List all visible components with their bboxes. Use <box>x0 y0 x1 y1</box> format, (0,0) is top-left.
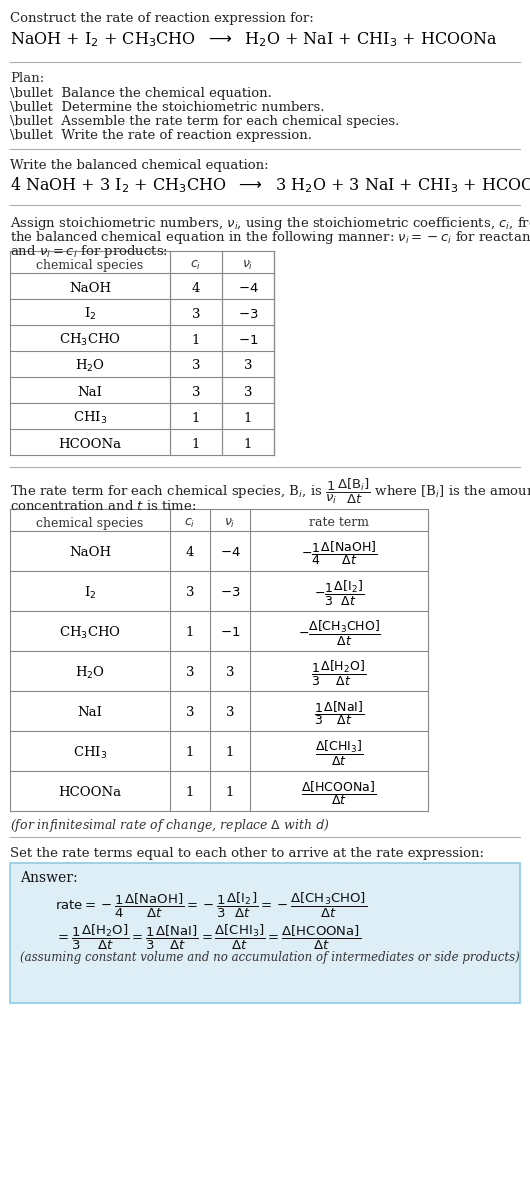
Text: $\dfrac{\Delta[\mathrm{CHI_3}]}{\Delta t}$: $\dfrac{\Delta[\mathrm{CHI_3}]}{\Delta t… <box>315 738 363 767</box>
Text: \bullet  Balance the chemical equation.: \bullet Balance the chemical equation. <box>10 87 272 100</box>
Text: rate term: rate term <box>309 517 369 530</box>
Text: 1: 1 <box>186 746 194 760</box>
Text: 1: 1 <box>244 412 252 425</box>
Text: 3: 3 <box>244 385 252 399</box>
Text: Set the rate terms equal to each other to arrive at the rate expression:: Set the rate terms equal to each other t… <box>10 846 484 860</box>
Text: 3: 3 <box>244 360 252 372</box>
Text: 1: 1 <box>192 412 200 425</box>
Text: \bullet  Determine the stoichiometric numbers.: \bullet Determine the stoichiometric num… <box>10 101 324 114</box>
Text: 1: 1 <box>192 334 200 347</box>
Text: I$_2$: I$_2$ <box>84 585 96 601</box>
Text: $-\dfrac{\Delta[\mathrm{CH_3CHO}]}{\Delta t}$: $-\dfrac{\Delta[\mathrm{CH_3CHO}]}{\Delt… <box>297 619 381 648</box>
Text: \bullet  Assemble the rate term for each chemical species.: \bullet Assemble the rate term for each … <box>10 116 400 128</box>
Text: 3: 3 <box>226 667 234 679</box>
Text: CHI$_3$: CHI$_3$ <box>73 745 107 761</box>
Text: $-1$: $-1$ <box>238 334 258 347</box>
Text: 3: 3 <box>192 385 200 399</box>
Text: NaOH: NaOH <box>69 282 111 295</box>
Text: CH$_3$CHO: CH$_3$CHO <box>59 332 121 348</box>
Text: 1: 1 <box>244 437 252 450</box>
Text: 1: 1 <box>186 626 194 639</box>
Text: 3: 3 <box>192 360 200 372</box>
Text: $\nu_i$: $\nu_i$ <box>242 259 254 272</box>
Text: 3: 3 <box>192 307 200 320</box>
Text: $\dfrac{1}{3}\dfrac{\Delta[\mathrm{NaI}]}{\Delta t}$: $\dfrac{1}{3}\dfrac{\Delta[\mathrm{NaI}]… <box>314 700 364 727</box>
Text: $-1$: $-1$ <box>220 626 240 639</box>
Text: $c_i$: $c_i$ <box>190 259 201 272</box>
Text: CHI$_3$: CHI$_3$ <box>73 409 107 426</box>
Text: $\dfrac{\Delta[\mathrm{HCOONa}]}{\Delta t}$: $\dfrac{\Delta[\mathrm{HCOONa}]}{\Delta … <box>302 779 376 807</box>
Text: NaI: NaI <box>77 707 102 720</box>
Text: NaOH: NaOH <box>69 547 111 560</box>
Text: chemical species: chemical species <box>37 259 144 271</box>
Text: $-4$: $-4$ <box>219 547 241 560</box>
Text: (assuming constant volume and no accumulation of intermediates or side products): (assuming constant volume and no accumul… <box>20 951 520 964</box>
Text: 3: 3 <box>186 586 195 600</box>
Text: HCOONa: HCOONa <box>58 786 121 799</box>
Text: NaOH + I$_2$ + CH$_3$CHO  $\longrightarrow$  H$_2$O + NaI + CHI$_3$ + HCOONa: NaOH + I$_2$ + CH$_3$CHO $\longrightarro… <box>10 30 498 48</box>
Text: 4: 4 <box>186 547 194 560</box>
Text: 3: 3 <box>186 667 195 679</box>
Text: Answer:: Answer: <box>20 870 77 885</box>
Text: $\dfrac{1}{3}\dfrac{\Delta[\mathrm{H_2O}]}{\Delta t}$: $\dfrac{1}{3}\dfrac{\Delta[\mathrm{H_2O}… <box>312 659 367 687</box>
Text: $-3$: $-3$ <box>238 307 258 320</box>
Text: Assign stoichiometric numbers, $\nu_i$, using the stoichiometric coefficients, $: Assign stoichiometric numbers, $\nu_i$, … <box>10 216 530 232</box>
Text: 1: 1 <box>192 437 200 450</box>
Text: the balanced chemical equation in the following manner: $\nu_i = -c_i$ for react: the balanced chemical equation in the fo… <box>10 229 530 246</box>
Text: (for infinitesimal rate of change, replace $\Delta$ with $d$): (for infinitesimal rate of change, repla… <box>10 818 329 834</box>
Text: $\mathrm{rate} = -\dfrac{1}{4}\dfrac{\Delta[\mathrm{NaOH}]}{\Delta t} = -\dfrac{: $\mathrm{rate} = -\dfrac{1}{4}\dfrac{\De… <box>55 891 367 920</box>
Text: 3: 3 <box>186 707 195 720</box>
Text: 1: 1 <box>186 786 194 799</box>
FancyBboxPatch shape <box>10 863 520 1003</box>
Text: \bullet  Write the rate of reaction expression.: \bullet Write the rate of reaction expre… <box>10 129 312 142</box>
Text: 4: 4 <box>192 282 200 295</box>
Text: $\nu_i$: $\nu_i$ <box>224 517 236 530</box>
Text: $-\dfrac{1}{4}\dfrac{\Delta[\mathrm{NaOH}]}{\Delta t}$: $-\dfrac{1}{4}\dfrac{\Delta[\mathrm{NaOH… <box>301 539 377 567</box>
Text: $= \dfrac{1}{3}\dfrac{\Delta[\mathrm{H_2O}]}{\Delta t} = \dfrac{1}{3}\dfrac{\Del: $= \dfrac{1}{3}\dfrac{\Delta[\mathrm{H_2… <box>55 923 361 952</box>
Text: Plan:: Plan: <box>10 72 44 85</box>
Text: CH$_3$CHO: CH$_3$CHO <box>59 625 121 641</box>
Text: H$_2$O: H$_2$O <box>75 665 105 681</box>
Text: $-3$: $-3$ <box>220 586 240 600</box>
Text: 3: 3 <box>226 707 234 720</box>
Text: 4 NaOH + 3 I$_2$ + CH$_3$CHO  $\longrightarrow$  3 H$_2$O + 3 NaI + CHI$_3$ + HC: 4 NaOH + 3 I$_2$ + CH$_3$CHO $\longright… <box>10 175 530 195</box>
Text: chemical species: chemical species <box>37 517 144 530</box>
Text: H$_2$O: H$_2$O <box>75 358 105 374</box>
Text: $c_i$: $c_i$ <box>184 517 196 530</box>
Text: 1: 1 <box>226 746 234 760</box>
Text: 1: 1 <box>226 786 234 799</box>
Text: $-\dfrac{1}{3}\dfrac{\Delta[\mathrm{I_2}]}{\Delta t}$: $-\dfrac{1}{3}\dfrac{\Delta[\mathrm{I_2}… <box>314 578 364 608</box>
Text: The rate term for each chemical species, B$_i$, is $\dfrac{1}{\nu_i}\dfrac{\Delt: The rate term for each chemical species,… <box>10 477 530 507</box>
Text: $-4$: $-4$ <box>237 282 258 295</box>
Text: NaI: NaI <box>77 385 102 399</box>
Text: and $\nu_i = c_i$ for products:: and $\nu_i = c_i$ for products: <box>10 243 168 260</box>
Text: I$_2$: I$_2$ <box>84 306 96 321</box>
Text: concentration and $t$ is time:: concentration and $t$ is time: <box>10 498 197 513</box>
Text: Construct the rate of reaction expression for:: Construct the rate of reaction expressio… <box>10 12 314 25</box>
Text: HCOONa: HCOONa <box>58 437 121 450</box>
Text: Write the balanced chemical equation:: Write the balanced chemical equation: <box>10 159 269 172</box>
